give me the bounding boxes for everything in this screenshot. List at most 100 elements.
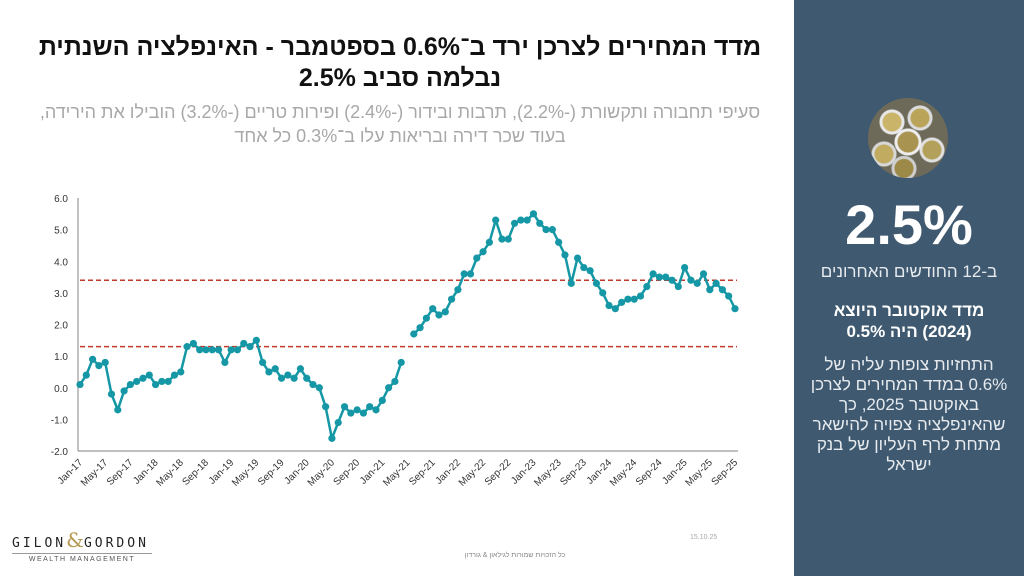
data-point — [592, 279, 601, 287]
inflation-series-line — [78, 212, 737, 440]
x-tick-label: Sep-17 — [105, 457, 136, 488]
x-tick-label: Sep-24 — [634, 457, 665, 488]
data-point — [82, 371, 90, 379]
data-point — [523, 216, 531, 224]
data-point — [441, 308, 449, 316]
october-index-note: מדד אוקטובר היוצא (2024) היה 0.5% — [804, 300, 1014, 342]
data-point — [202, 346, 210, 354]
data-point — [410, 330, 418, 338]
data-point — [435, 311, 443, 319]
data-point — [177, 368, 185, 376]
data-point — [422, 314, 430, 322]
data-point — [643, 282, 651, 291]
data-point — [536, 219, 544, 227]
data-point — [429, 305, 437, 313]
data-point — [322, 403, 330, 411]
data-point — [328, 434, 336, 442]
data-point — [107, 390, 116, 398]
data-point — [233, 346, 242, 354]
data-point — [265, 368, 273, 376]
data-point — [542, 226, 550, 234]
data-point — [340, 403, 349, 411]
y-tick-label: -2.0 — [51, 447, 69, 458]
data-point — [196, 346, 204, 354]
inflation-line-chart: -2.0-1.00.01.02.03.04.05.06.0Jan-17May-1… — [51, 194, 741, 489]
data-point — [372, 406, 380, 414]
x-tick-label: May-25 — [684, 457, 716, 489]
data-point — [492, 216, 500, 224]
data-point — [447, 295, 456, 303]
x-tick-label: May-18 — [155, 457, 187, 489]
data-point — [391, 377, 399, 386]
data-point — [126, 380, 134, 389]
data-point — [208, 346, 216, 354]
data-point — [473, 254, 481, 262]
data-point — [624, 295, 632, 303]
coins-image — [868, 98, 948, 178]
y-tick-label: 3.0 — [54, 289, 68, 300]
data-point — [359, 409, 368, 417]
data-point — [454, 286, 462, 294]
data-point — [397, 358, 405, 367]
data-point — [668, 276, 676, 284]
data-point — [133, 377, 141, 386]
data-point — [498, 235, 506, 243]
data-point — [227, 346, 235, 354]
data-point — [725, 292, 733, 300]
october-note-line-1: מדד אוקטובר היוצא — [833, 301, 985, 320]
company-logo: GILON&GORDON WEALTH MANAGEMENT — [12, 528, 152, 563]
data-point — [605, 301, 613, 310]
data-point — [706, 286, 714, 294]
data-point — [573, 254, 582, 262]
data-point — [120, 387, 128, 395]
data-point — [271, 365, 279, 373]
y-tick-label: 4.0 — [54, 257, 68, 268]
logo-text: GILON&GORDON — [12, 528, 149, 552]
y-tick-label: -1.0 — [51, 415, 69, 426]
data-point — [510, 219, 519, 227]
data-point — [366, 403, 374, 411]
october-note-line-2: (2024) היה 0.5% — [846, 322, 972, 341]
data-point — [466, 270, 475, 278]
subtitle-line-1: סעיפי תחבורה ותקשורת (-2.2%), תרבות וביד… — [39, 102, 761, 122]
data-point — [636, 292, 645, 300]
data-point — [114, 406, 122, 414]
data-point — [303, 374, 311, 382]
x-tick-label: May-19 — [230, 457, 262, 489]
summary-panel: 2.5% ב-12 החודשים האחרונים מדד אוקטובר ה… — [794, 0, 1024, 576]
copyright-note: כל הזכויות שמורות לגילאון & גורדון — [464, 552, 566, 559]
data-point — [221, 358, 229, 367]
data-point — [151, 380, 160, 389]
data-point — [681, 263, 689, 272]
data-point — [699, 270, 708, 278]
x-tick-label: May-21 — [381, 457, 413, 489]
y-tick-label: 6.0 — [54, 194, 68, 205]
data-point — [378, 396, 386, 404]
data-point — [460, 270, 468, 278]
title-line-2: נבלמה סביב 2.5% — [298, 64, 502, 92]
data-point — [101, 358, 109, 367]
data-point — [674, 282, 682, 291]
y-tick-label: 5.0 — [54, 226, 68, 237]
data-point — [618, 298, 626, 306]
data-point — [214, 346, 223, 354]
x-tick-label: Sep-25 — [710, 457, 741, 488]
data-point — [290, 374, 298, 382]
data-point — [416, 324, 424, 332]
forecast-note: התחזיות צופות עליה של 0.6% במדד המחירים … — [810, 355, 1008, 474]
title-line-1: מדד המחירים לצרכן ירד ב־0.6% בספטמבר - ה… — [38, 33, 762, 61]
logo-subtitle: WEALTH MANAGEMENT — [28, 556, 136, 563]
data-point — [731, 305, 739, 313]
data-point — [259, 358, 267, 367]
data-point — [309, 380, 317, 389]
y-tick-label: 0.0 — [54, 384, 68, 395]
data-point — [240, 339, 248, 348]
data-point — [252, 336, 260, 344]
data-point — [246, 343, 254, 351]
page-subtitle: סעיפי תחבורה ותקשורת (-2.2%), תרבות וביד… — [20, 100, 780, 148]
data-point — [158, 377, 166, 386]
x-tick-label: Sep-21 — [407, 457, 438, 488]
data-point — [296, 365, 305, 373]
data-point — [649, 270, 657, 278]
data-point — [284, 371, 292, 379]
